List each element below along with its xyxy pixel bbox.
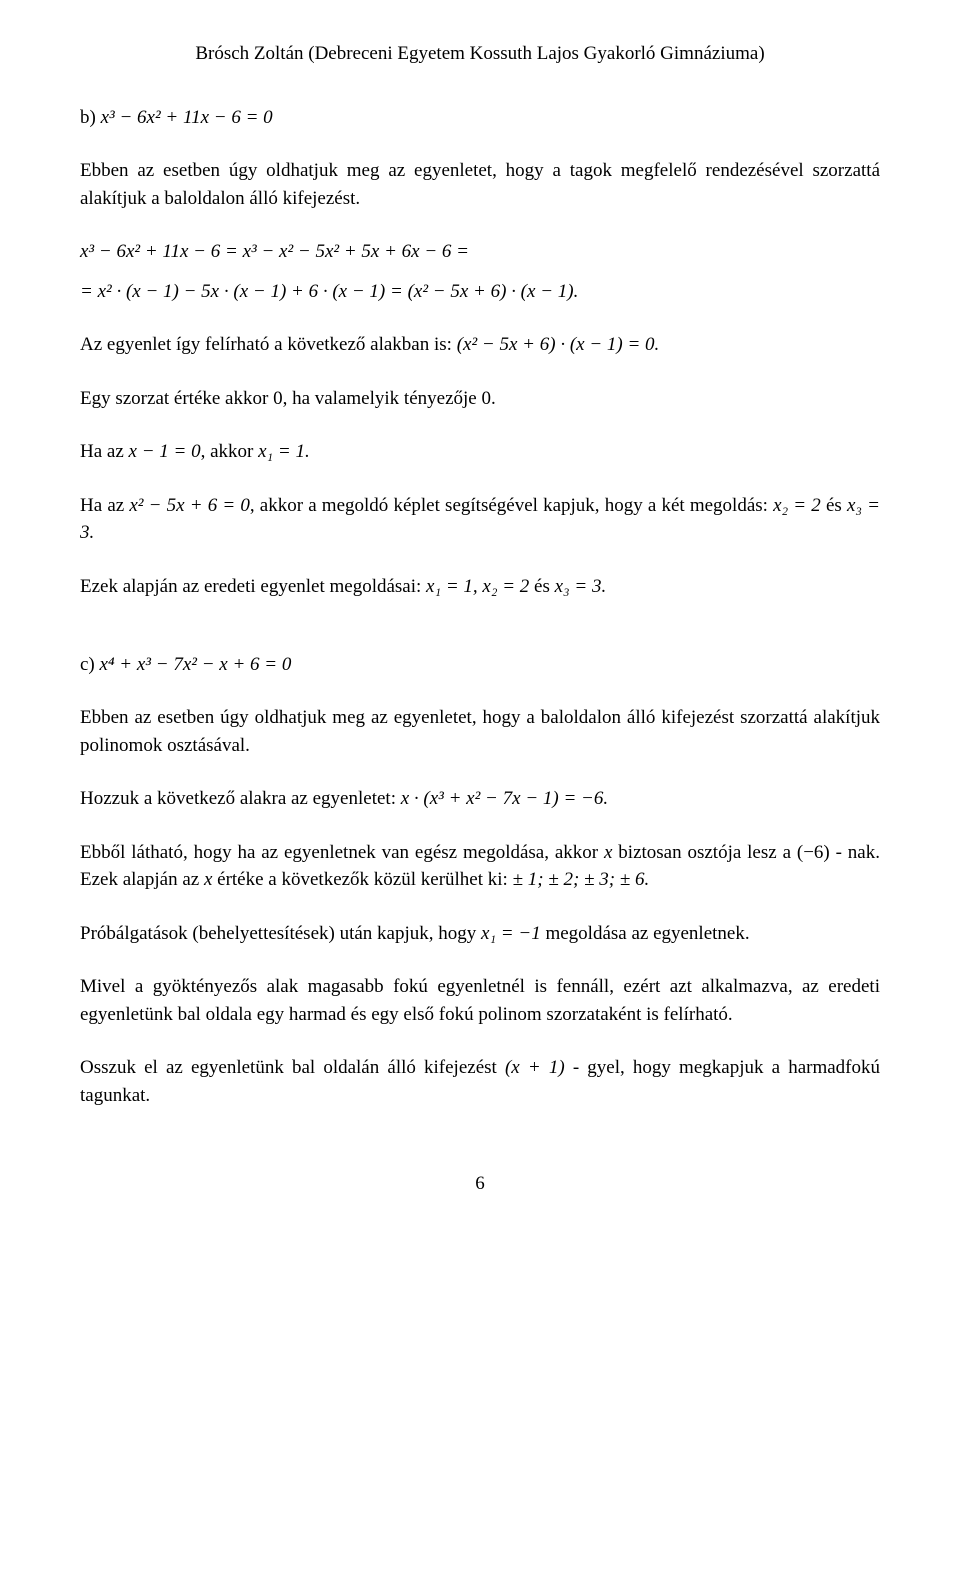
b-p6-m2: x₃ = 3. [555,576,607,597]
c-paragraph-3: Ebből látható, hogy ha az egyenletnek va… [80,839,880,894]
c-p2-m1: x · (x³ + x² − 7x − 1) = −6. [401,788,608,809]
eq-c: x⁴ + x³ − 7x² − x + 6 = 0 [100,654,292,675]
page-number: 6 [80,1170,880,1198]
c-p3-m3: ± 1; ± 2; ± 3; ± 6. [513,869,650,890]
b-paragraph-4: Ha az x − 1 = 0, akkor x₁ = 1. [80,438,880,466]
b-p2-math: (x² − 5x + 6) · (x − 1) = 0. [457,334,660,355]
b-math-block: x³ − 6x² + 11x − 6 = x³ − x² − 5x² + 5x … [80,238,880,305]
b-math-line1: x³ − 6x² + 11x − 6 = x³ − x² − 5x² + 5x … [80,238,880,266]
c-p4-m1: x₁ = −1 [481,923,541,944]
c-paragraph-1: Ebben az esetben úgy oldhatjuk meg az eg… [80,704,880,759]
b-paragraph-6: Ezek alapján az eredeti egyenlet megoldá… [80,573,880,601]
b-p6-t1: Ezek alapján az eredeti egyenlet megoldá… [80,576,426,597]
b-paragraph-1: Ebben az esetben úgy oldhatjuk meg az eg… [80,157,880,212]
c-paragraph-2: Hozzuk a következő alakra az egyenletet:… [80,785,880,813]
problem-b-heading: b) x³ − 6x² + 11x − 6 = 0 [80,104,880,132]
c-p6-t1: Osszuk el az egyenletünk bal oldalán áll… [80,1057,505,1078]
b-paragraph-5: Ha az x² − 5x + 6 = 0, akkor a megoldó k… [80,492,880,547]
document-page: Brósch Zoltán (Debreceni Egyetem Kossuth… [0,0,960,1257]
b-paragraph-2: Az egyenlet így felírható a következő al… [80,331,880,359]
b-p4-m1: x − 1 = 0 [129,441,201,462]
b-p4-t1: Ha az [80,441,129,462]
b-p6-m1: x₁ = 1, x₂ = 2 [426,576,529,597]
problem-c-heading: c) x⁴ + x³ − 7x² − x + 6 = 0 [80,651,880,679]
eq-b: x³ − 6x² + 11x − 6 = 0 [101,107,273,128]
c-paragraph-5: Mivel a gyöktényezős alak magasabb fokú … [80,973,880,1028]
b-p5-t2: , akkor a megoldó képlet segítségével ka… [250,495,773,516]
b-p4-m2: x₁ = 1. [258,441,310,462]
c-p3-t3: értéke a következők közül kerülhet ki: [212,869,512,890]
c-paragraph-6: Osszuk el az egyenletünk bal oldalán áll… [80,1054,880,1109]
c-p2-t1: Hozzuk a következő alakra az egyenletet: [80,788,401,809]
label-b: b) [80,107,101,128]
c-p6-m1: (x + 1) [505,1057,565,1078]
page-header: Brósch Zoltán (Debreceni Egyetem Kossuth… [80,40,880,68]
c-p3-t1: Ebből látható, hogy ha az egyenletnek va… [80,842,604,863]
label-c: c) [80,654,100,675]
c-paragraph-4: Próbálgatások (behelyettesítések) után k… [80,920,880,948]
b-p2-text: Az egyenlet így felírható a következő al… [80,334,457,355]
b-math-line2: = x² · (x − 1) − 5x · (x − 1) + 6 · (x −… [80,278,880,306]
b-p4-t2: , akkor [201,441,259,462]
c-p4-t1: Próbálgatások (behelyettesítések) után k… [80,923,481,944]
b-p5-t1: Ha az [80,495,129,516]
b-p5-t3: és [821,495,847,516]
b-p5-m1: x² − 5x + 6 = 0 [129,495,250,516]
b-p5-m2: x₂ = 2 [773,495,821,516]
b-p6-t2: és [529,576,554,597]
b-paragraph-3: Egy szorzat értéke akkor 0, ha valamelyi… [80,385,880,413]
c-p4-t2: megoldása az egyenletnek. [541,923,750,944]
